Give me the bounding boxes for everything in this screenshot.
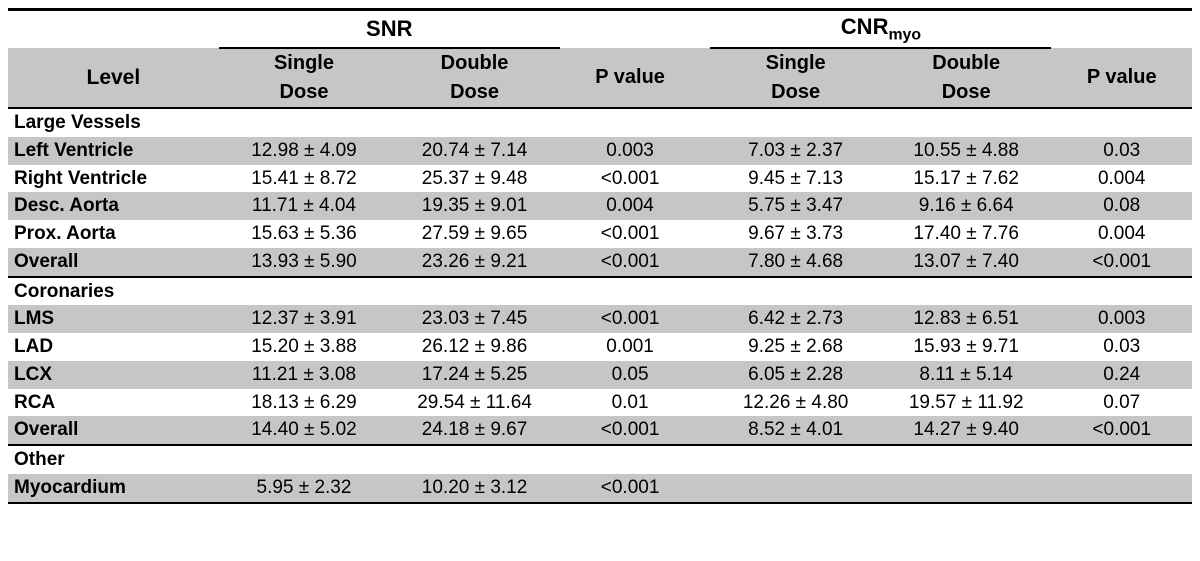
header-snr: SNR xyxy=(219,10,560,49)
section-other: Other xyxy=(8,445,1192,474)
header-cnr-single-2: Dose xyxy=(710,78,881,108)
table-row: Prox. Aorta 15.63 ± 5.3627.59 ± 9.65<0.0… xyxy=(8,220,1192,248)
section-coronaries: Coronaries xyxy=(8,277,1192,306)
table-row: RCA 18.13 ± 6.2929.54 ± 11.640.01 12.26 … xyxy=(8,389,1192,417)
header-snr-p: P value xyxy=(560,48,700,108)
table-row: LCX 11.21 ± 3.0817.24 ± 5.250.05 6.05 ± … xyxy=(8,361,1192,389)
header-snr-single-1: Single xyxy=(219,48,390,78)
table-row: LMS 12.37 ± 3.9123.03 ± 7.45<0.001 6.42 … xyxy=(8,305,1192,333)
header-cnr-single-1: Single xyxy=(710,48,881,78)
table-row: Overall 13.93 ± 5.9023.26 ± 9.21<0.001 7… xyxy=(8,248,1192,277)
header-snr-double-2: Dose xyxy=(389,78,560,108)
header-snr-double-1: Double xyxy=(389,48,560,78)
table-row: Desc. Aorta 11.71 ± 4.0419.35 ± 9.010.00… xyxy=(8,192,1192,220)
table-row: LAD 15.20 ± 3.8826.12 ± 9.860.001 9.25 ±… xyxy=(8,333,1192,361)
section-large-vessels: Large Vessels xyxy=(8,108,1192,137)
header-cnr-double-1: Double xyxy=(881,48,1052,78)
table-row: Overall 14.40 ± 5.0224.18 ± 9.67<0.001 8… xyxy=(8,416,1192,445)
header-cnr-p: P value xyxy=(1051,48,1192,108)
header-cnr: CNRmyo xyxy=(710,10,1051,49)
table-row: Myocardium 5.95 ± 2.3210.20 ± 3.12<0.001 xyxy=(8,474,1192,503)
table-row: Right Ventricle 15.41 ± 8.7225.37 ± 9.48… xyxy=(8,165,1192,193)
header-level: Level xyxy=(8,48,219,108)
header-snr-single-2: Dose xyxy=(219,78,390,108)
table-row: Left Ventricle 12.98 ± 4.0920.74 ± 7.140… xyxy=(8,137,1192,165)
data-table: SNR CNRmyo Level Single Double P value S… xyxy=(8,8,1192,504)
header-cnr-double-2: Dose xyxy=(881,78,1052,108)
